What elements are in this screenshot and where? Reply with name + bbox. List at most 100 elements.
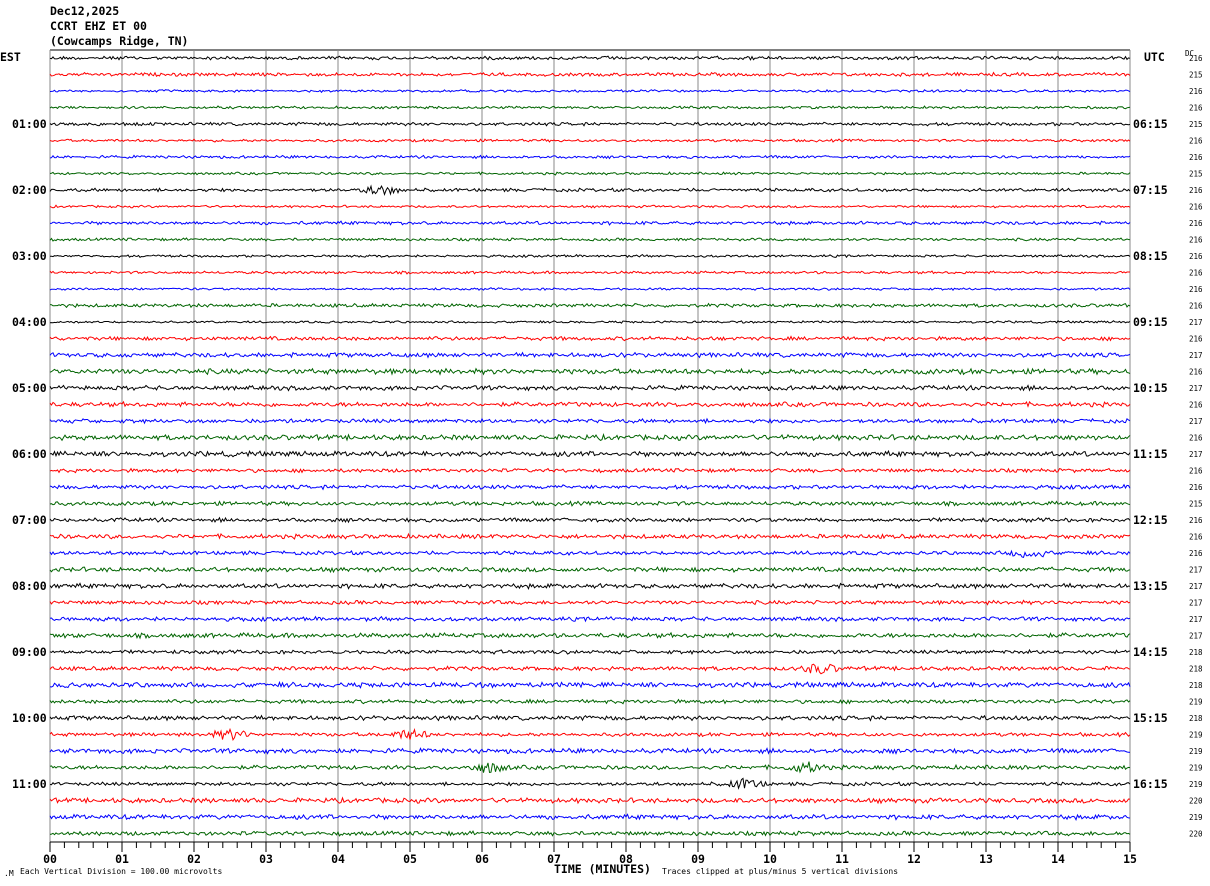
dc-value: 218 bbox=[1189, 648, 1203, 657]
dc-value: 217 bbox=[1189, 566, 1203, 575]
dc-value: 215 bbox=[1189, 500, 1203, 509]
dc-value: 215 bbox=[1189, 170, 1203, 179]
x-tick-label: 00 bbox=[43, 852, 57, 866]
trace-row-23 bbox=[49, 433, 1131, 442]
trace-row-41 bbox=[49, 727, 1131, 742]
trace-row-13 bbox=[49, 270, 1130, 275]
trace-row-14 bbox=[49, 287, 1131, 292]
trace-row-20 bbox=[49, 384, 1131, 392]
trace-row-37 bbox=[49, 663, 1131, 675]
trace-row-0 bbox=[49, 55, 1131, 61]
x-tick-label: 14 bbox=[1051, 852, 1065, 866]
est-hour-label: 07:00 bbox=[12, 513, 47, 527]
trace-row-45 bbox=[49, 796, 1131, 805]
x-tick-label: 15 bbox=[1123, 852, 1137, 866]
trace-row-29 bbox=[49, 532, 1131, 540]
dc-value: 218 bbox=[1189, 681, 1203, 690]
trace-row-28 bbox=[49, 516, 1131, 524]
est-hour-label: 05:00 bbox=[12, 381, 47, 395]
dc-value: 216 bbox=[1189, 285, 1203, 294]
dc-value: 216 bbox=[1189, 434, 1203, 443]
x-axis: 00 01 02 03 04 05 06 07 08 09 10 11 12 13 14 15 bbox=[43, 841, 1137, 866]
trace-row-17 bbox=[49, 335, 1131, 342]
trace-row-4 bbox=[49, 121, 1131, 127]
trace-row-42 bbox=[49, 747, 1131, 755]
trace-row-1 bbox=[49, 71, 1131, 78]
trace-row-21 bbox=[49, 400, 1131, 409]
dc-value: 219 bbox=[1189, 747, 1203, 756]
x-tick-label: 07 bbox=[547, 852, 561, 866]
trace-row-2 bbox=[49, 88, 1131, 94]
dc-column-title: DC bbox=[1185, 49, 1194, 58]
est-axis-title: EST bbox=[0, 50, 21, 64]
utc-hour-label: 10:15 bbox=[1133, 381, 1168, 395]
trace-row-35 bbox=[49, 631, 1131, 640]
dc-value: 217 bbox=[1189, 632, 1203, 641]
logo-mark: .M bbox=[4, 869, 14, 878]
x-tick-label: 10 bbox=[763, 852, 777, 866]
trace-row-39 bbox=[49, 698, 1131, 705]
seismic-traces bbox=[49, 55, 1131, 837]
dc-value: 216 bbox=[1189, 104, 1203, 113]
est-hour-label: 04:00 bbox=[12, 315, 47, 329]
trace-row-33 bbox=[49, 599, 1131, 606]
trace-row-15 bbox=[49, 302, 1131, 309]
dc-value: 217 bbox=[1189, 318, 1203, 327]
trace-row-27 bbox=[49, 500, 1131, 507]
x-axis-title: TIME (MINUTES) bbox=[554, 862, 651, 876]
trace-row-6 bbox=[49, 154, 1131, 160]
dc-value: 216 bbox=[1189, 269, 1203, 278]
location-label: (Cowcamps Ridge, TN) bbox=[50, 34, 188, 48]
x-tick-label: 09 bbox=[691, 852, 705, 866]
dc-value: 216 bbox=[1189, 467, 1203, 476]
trace-row-44 bbox=[49, 777, 1131, 790]
trace-row-16 bbox=[49, 320, 1131, 324]
dc-value: 217 bbox=[1189, 384, 1203, 393]
trace-row-34 bbox=[49, 615, 1131, 623]
dc-value: 216 bbox=[1189, 54, 1203, 63]
clip-note: Traces clipped at plus/minus 5 vertical … bbox=[662, 867, 898, 876]
est-hour-label: 08:00 bbox=[12, 579, 47, 593]
station-label: CCRT EHZ ET 00 bbox=[50, 19, 147, 33]
utc-hour-label: 12:15 bbox=[1133, 513, 1168, 527]
dc-value: 218 bbox=[1189, 714, 1203, 723]
row-labels: 216 215 216 216 215 01:00 06:15 216 216 215 216 02:… bbox=[12, 54, 1203, 839]
dc-value: 217 bbox=[1189, 615, 1203, 624]
dc-value: 219 bbox=[1189, 731, 1203, 740]
utc-hour-label: 15:15 bbox=[1133, 711, 1168, 725]
dc-value: 219 bbox=[1189, 764, 1203, 773]
est-hour-label: 02:00 bbox=[12, 183, 47, 197]
est-hour-label: 10:00 bbox=[12, 711, 47, 725]
dc-value: 216 bbox=[1189, 302, 1203, 311]
dc-value: 217 bbox=[1189, 351, 1203, 360]
dc-value: 217 bbox=[1189, 599, 1203, 608]
trace-row-19 bbox=[49, 367, 1131, 376]
dc-value: 217 bbox=[1189, 582, 1203, 591]
dc-value: 217 bbox=[1189, 450, 1203, 459]
dc-value: 216 bbox=[1189, 203, 1203, 212]
trace-row-38 bbox=[49, 680, 1131, 689]
dc-value: 220 bbox=[1189, 830, 1203, 839]
minute-gridlines bbox=[49, 49, 1131, 842]
utc-axis-title: UTC bbox=[1144, 50, 1165, 64]
utc-hour-label: 16:15 bbox=[1133, 777, 1168, 791]
dc-value: 216 bbox=[1189, 368, 1203, 377]
trace-row-40 bbox=[49, 714, 1131, 722]
trace-row-36 bbox=[49, 648, 1131, 656]
utc-hour-label: 08:15 bbox=[1133, 249, 1168, 263]
trace-row-8 bbox=[49, 184, 1131, 196]
utc-hour-label: 07:15 bbox=[1133, 183, 1168, 197]
trace-row-18 bbox=[49, 351, 1131, 359]
trace-row-5 bbox=[49, 138, 1131, 143]
utc-hour-label: 13:15 bbox=[1133, 579, 1168, 593]
x-tick-label: 12 bbox=[907, 852, 921, 866]
dc-value: 218 bbox=[1189, 665, 1203, 674]
trace-row-11 bbox=[49, 237, 1131, 242]
est-hour-label: 03:00 bbox=[12, 249, 47, 263]
dc-value: 216 bbox=[1189, 401, 1203, 410]
dc-value: 216 bbox=[1189, 219, 1203, 228]
x-tick-label: 11 bbox=[835, 852, 849, 866]
dc-value: 216 bbox=[1189, 483, 1203, 492]
dc-value: 216 bbox=[1189, 87, 1203, 96]
